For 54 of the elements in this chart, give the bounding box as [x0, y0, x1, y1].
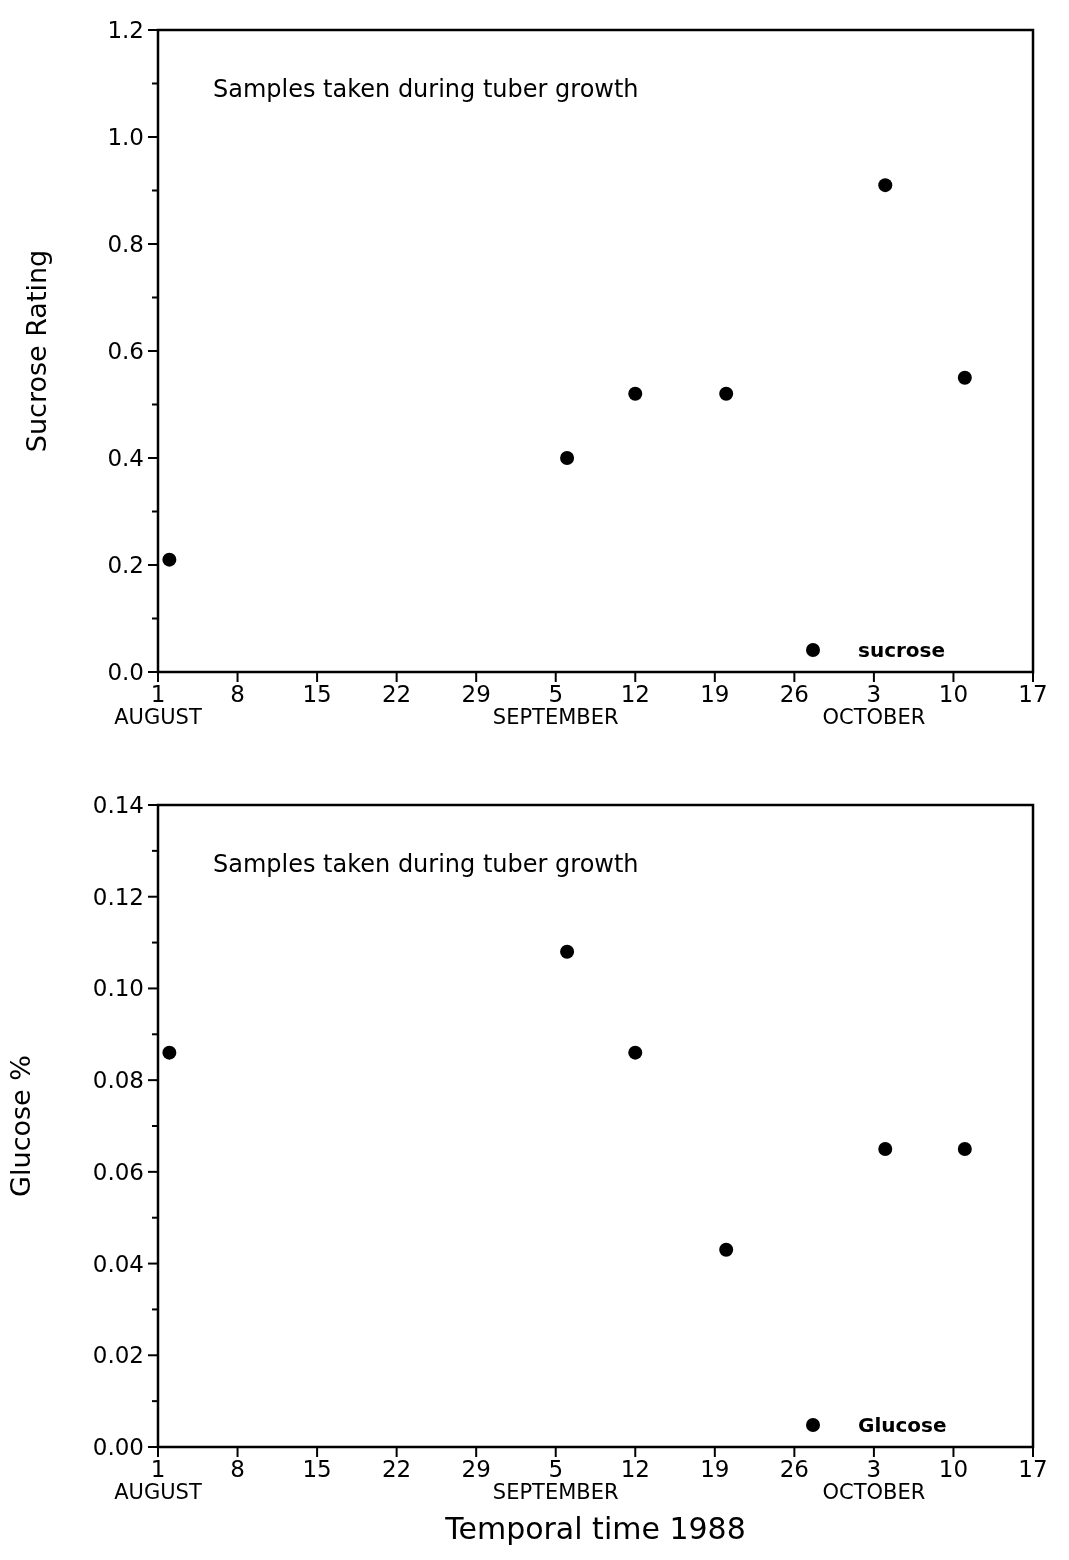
x-tick-label: 8 — [230, 1456, 245, 1482]
text: 19 — [700, 681, 730, 707]
x-tick-label: 19 — [700, 1456, 730, 1482]
text: 22 — [382, 681, 412, 707]
x-tick-label: 10 — [938, 1456, 969, 1482]
x-tick-label: 3 OCTOBER — [822, 1456, 926, 1504]
point — [878, 178, 893, 193]
point — [719, 1242, 734, 1257]
x-tick-label: 17 — [1018, 1456, 1048, 1482]
point — [957, 370, 972, 385]
y-axis-title: Glucose % — [5, 1055, 36, 1197]
x-tick-label: 5 SEPTEMBER — [492, 1456, 619, 1504]
legend-label: Glucose — [858, 1413, 947, 1437]
y-tick-label: 0.10 — [92, 975, 144, 1002]
y-tick-label: 0.08 — [92, 1067, 144, 1094]
y-tick-label: 0.14 — [92, 792, 144, 818]
y-tick-label: 1.0 — [107, 124, 144, 150]
point — [957, 1141, 972, 1156]
text: 5 SEPTEMBER — [492, 681, 619, 729]
text: 8 — [230, 681, 245, 707]
text: 29 — [461, 681, 491, 707]
x-tick-label: 15 — [302, 1456, 332, 1482]
x-tick-label: 29 — [461, 1456, 491, 1482]
y-axis-title: Sucrose Rating — [21, 249, 52, 453]
y-tick-label: 0.6 — [107, 338, 144, 364]
text: 10 — [938, 681, 969, 707]
point — [628, 386, 643, 401]
annotation: Samples taken during tuber growth — [213, 850, 639, 878]
point — [162, 552, 177, 567]
x-tick-label: 26 — [779, 1456, 809, 1482]
y-tick-label: 0.2 — [107, 552, 144, 578]
x-tick-label: 12 — [620, 1456, 650, 1482]
point — [560, 944, 575, 959]
y-tick-label: 1.2 — [107, 17, 144, 43]
point — [628, 1045, 643, 1060]
y-tick-label: 0.06 — [92, 1158, 144, 1185]
y-tick-label: 0.12 — [92, 883, 144, 910]
x-tick-label: 22 — [382, 1456, 412, 1482]
y-tick-label: 0.8 — [107, 231, 144, 257]
point — [719, 386, 734, 401]
text: 17 — [1018, 681, 1048, 707]
text: 12 — [620, 681, 650, 707]
point — [162, 1045, 177, 1060]
text: 26 — [779, 681, 809, 707]
point — [560, 451, 575, 465]
text: 3 OCTOBER — [822, 681, 926, 729]
text: 15 — [302, 681, 332, 707]
x-axis-title: Temporal time 1988 — [444, 1511, 746, 1546]
y-tick-label: 0.04 — [92, 1250, 144, 1277]
point — [878, 1141, 893, 1156]
y-tick-label: 0.02 — [92, 1342, 144, 1369]
annotation: Samples taken during tuber growth — [213, 75, 639, 103]
legend-label: sucrose — [858, 638, 946, 662]
y-tick-label: 0.4 — [107, 445, 144, 471]
